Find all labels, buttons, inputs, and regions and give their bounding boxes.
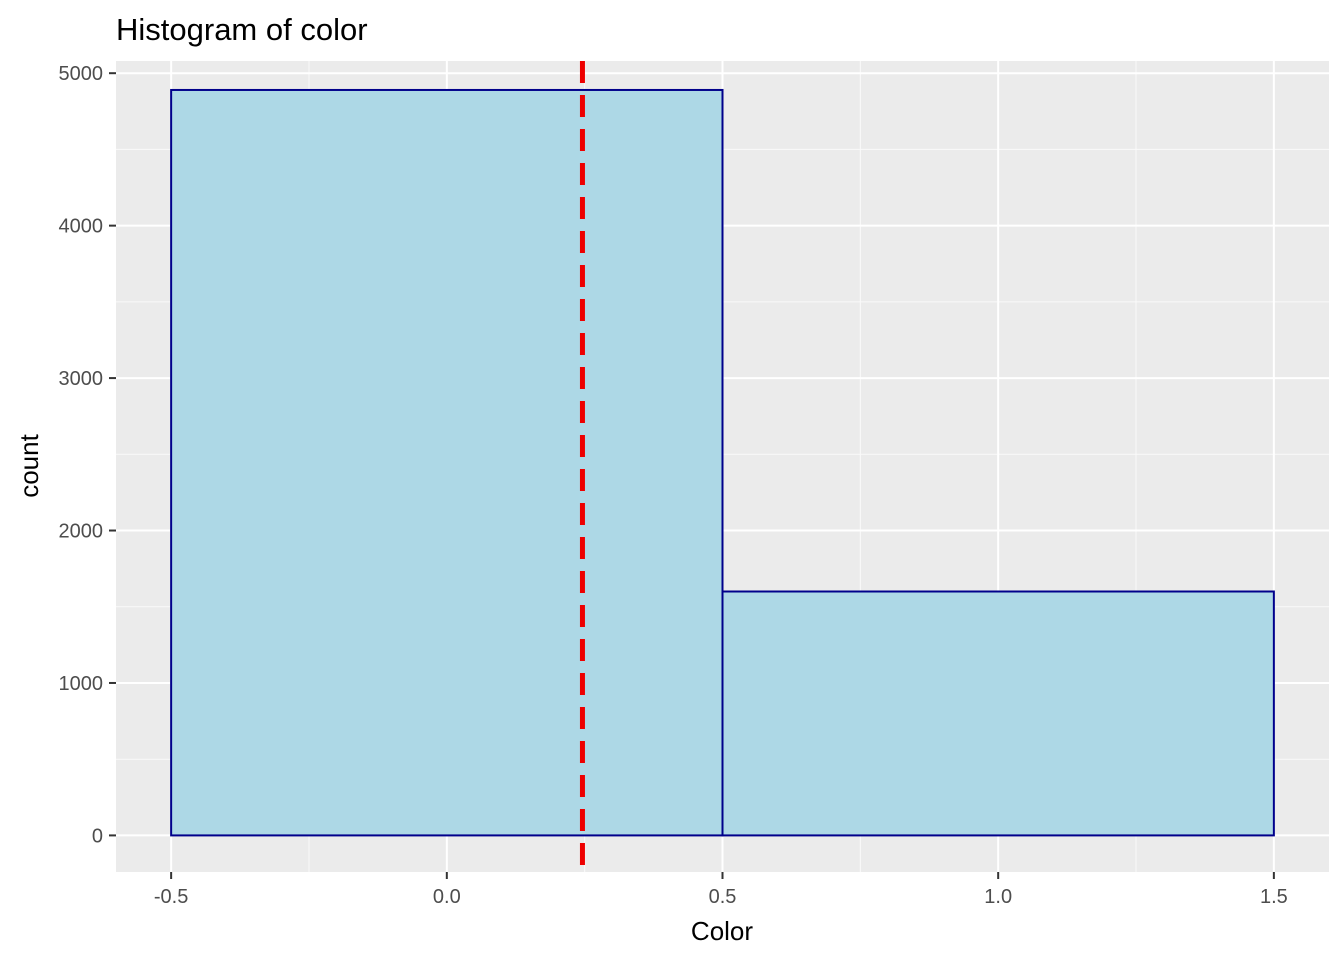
x-axis: -0.5 0.0 0.5 1.0 1.5 xyxy=(154,872,1288,908)
histogram-bar-1 xyxy=(170,88,724,837)
histogram-bar-2 xyxy=(721,590,1275,837)
y-tick-label: 4000 xyxy=(59,216,104,238)
x-tick-label: 1.0 xyxy=(984,886,1012,908)
y-tick-label: 1000 xyxy=(59,673,104,695)
x-tick-label: 0.5 xyxy=(709,886,737,908)
y-tick-label: 0 xyxy=(92,825,103,847)
y-axis: 0 1000 2000 3000 4000 5000 xyxy=(59,63,116,847)
x-tick-label: -0.5 xyxy=(154,886,188,908)
y-tick-label: 3000 xyxy=(59,368,104,390)
histogram-bars xyxy=(170,88,1275,837)
y-tick-label: 2000 xyxy=(59,521,104,543)
x-tick-label: 0.0 xyxy=(433,886,461,908)
x-tick-label: 1.5 xyxy=(1260,886,1288,908)
x-axis-title: Color xyxy=(691,916,753,946)
y-axis-title: count xyxy=(14,433,44,497)
chart-title: Histogram of color xyxy=(116,12,368,47)
y-tick-label: 5000 xyxy=(59,63,104,85)
